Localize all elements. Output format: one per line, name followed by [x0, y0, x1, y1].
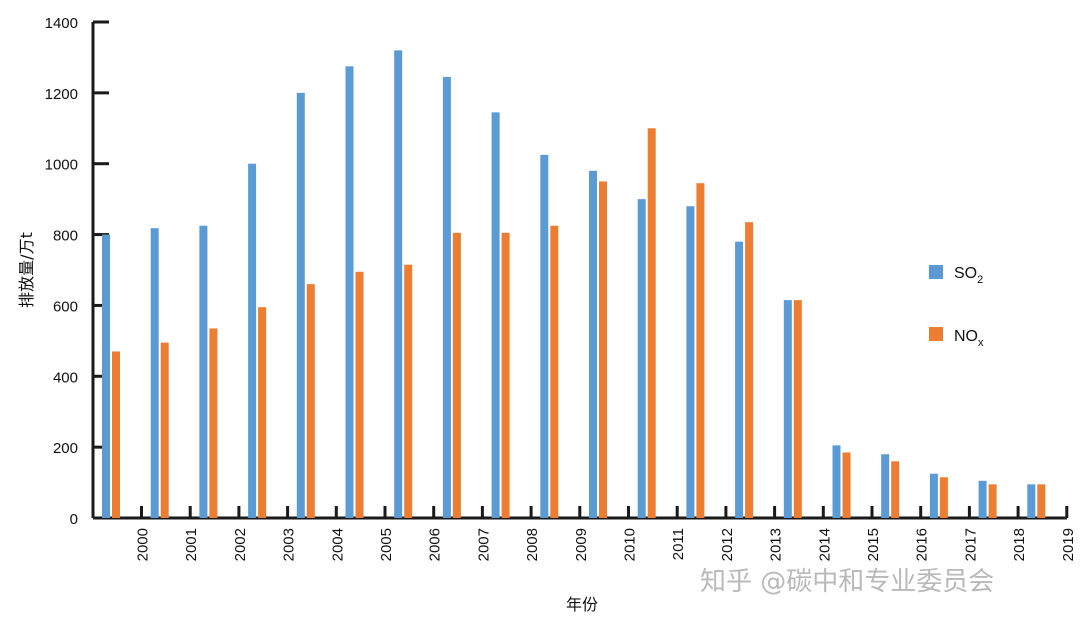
bar-so2-2008: [491, 112, 500, 518]
y-tick-label: 1400: [45, 15, 78, 32]
x-tick-label: 2017: [962, 528, 979, 561]
bar-nox-2013: [745, 222, 754, 518]
x-tick-label: 2015: [865, 528, 882, 561]
x-axis-title: 年份: [566, 595, 598, 614]
svg-text:NOx: NOx: [954, 328, 984, 349]
x-tick-label: 2019: [1060, 528, 1077, 561]
bar-nox-2019: [1037, 484, 1046, 518]
bar-so2-2001: [150, 228, 159, 519]
x-tick-label: 2004: [329, 528, 346, 561]
x-tick-label: 2002: [232, 528, 249, 561]
bar-nox-2017: [939, 477, 948, 518]
bars: [102, 50, 1046, 519]
y-tick-label: 600: [53, 298, 78, 315]
bar-so2-2010: [589, 170, 597, 519]
bar-nox-2016: [891, 461, 900, 518]
bar-so2-2014: [783, 300, 792, 518]
bar-nox-2002: [209, 328, 218, 518]
bar-nox-2000: [112, 351, 120, 518]
x-tick-label: 2009: [573, 528, 590, 561]
legend-item-so2: SO2: [929, 265, 983, 286]
bar-nox-2006: [404, 264, 413, 518]
x-tick-label: 2013: [768, 528, 785, 561]
bar-nox-2010: [599, 181, 607, 518]
bar-nox-2003: [258, 307, 267, 518]
bar-nox-2018: [988, 484, 997, 518]
bar-so2-2015: [832, 445, 841, 518]
bar-so2-2016: [881, 454, 890, 518]
x-tick-label: 2018: [1011, 528, 1028, 561]
svg-text:SO2: SO2: [954, 265, 983, 286]
y-tick-label: 1200: [45, 86, 78, 103]
x-tick-label: 2000: [135, 528, 152, 561]
x-tick-label: 2016: [914, 528, 931, 561]
bar-nox-2001: [160, 342, 169, 518]
watermark: 知乎 @碳中和专业委员会: [700, 567, 994, 597]
legend-swatch-so2: [929, 265, 943, 279]
bar-so2-2003: [248, 163, 257, 518]
x-tick-label: 2005: [378, 528, 395, 561]
bar-nox-2007: [452, 232, 461, 519]
legend-label-so2: SO: [954, 265, 977, 282]
bar-so2-2006: [394, 50, 403, 518]
x-tick-label: 2010: [622, 528, 639, 561]
bar-so2-2009: [540, 154, 549, 518]
bar-so2-2013: [735, 241, 744, 518]
bar-so2-2004: [296, 92, 305, 518]
legend-label-nox: NO: [954, 328, 978, 345]
bar-so2-2018: [978, 480, 987, 518]
bar-nox-2014: [793, 300, 802, 518]
y-tick-label: 400: [53, 369, 78, 386]
x-tick-label: 2007: [475, 528, 492, 561]
bar-so2-2011: [637, 199, 646, 518]
x-tick-label: 2001: [183, 528, 200, 561]
bar-nox-2012: [696, 183, 705, 518]
legend-swatch-nox: [929, 327, 943, 341]
bar-nox-2009: [550, 225, 559, 518]
y-tick-label: 800: [53, 228, 78, 245]
x-tick-label: 2006: [427, 528, 444, 561]
bar-so2-2005: [345, 66, 354, 519]
bar-so2-2017: [929, 473, 938, 518]
legend-item-nox: NOx: [929, 327, 984, 349]
y-axis: 0 200 400 600 800 1000 1200 1400: [45, 15, 109, 528]
bar-so2-2002: [199, 225, 208, 518]
y-tick-label: 0: [70, 511, 78, 528]
bar-so2-2019: [1027, 484, 1036, 518]
bar-so2-2000: [102, 234, 110, 519]
bar-so2-2007: [442, 76, 451, 519]
x-tick-label: 2003: [281, 528, 298, 561]
bar-nox-2011: [647, 128, 656, 519]
x-axis: 2000 2001 2002 2003 2004 2005 2006 2007 2008 2009…: [93, 506, 1077, 561]
x-tick-label: 2014: [816, 528, 833, 561]
bar-nox-2015: [842, 452, 851, 518]
bar-so2-2012: [686, 206, 695, 518]
bar-nox-2008: [501, 232, 510, 519]
bar-nox-2005: [355, 271, 364, 518]
legend-subscript-so2: 2: [977, 274, 983, 286]
y-axis-title: 排放量/万t: [17, 232, 36, 308]
x-tick-label: 2008: [524, 528, 541, 561]
legend-subscript-nox: x: [978, 337, 984, 349]
x-tick-label: 2012: [719, 528, 736, 561]
legend: SO2 NOx: [929, 265, 984, 349]
x-tick-label: 2011: [670, 528, 687, 560]
y-tick-label: 200: [53, 440, 78, 457]
bar-nox-2004: [306, 284, 315, 518]
y-tick-label: 1000: [45, 157, 78, 174]
